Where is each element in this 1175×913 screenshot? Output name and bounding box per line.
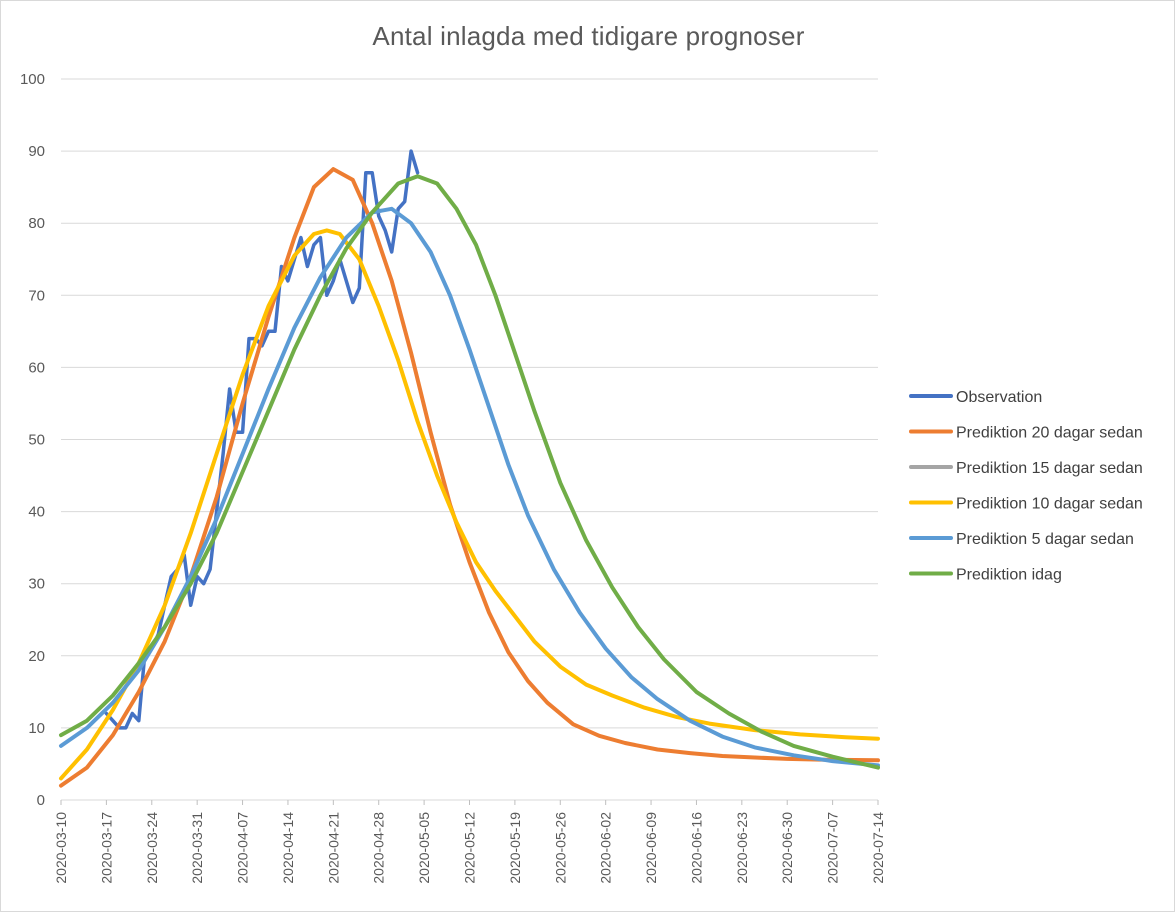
y-tick-label: 80 <box>28 215 45 232</box>
y-axis-ticks: 0 10 20 30 40 50 60 70 80 90 100 <box>20 71 45 809</box>
y-tick-label: 90 <box>28 143 45 160</box>
x-tick-label: 2020-03-17 <box>98 812 114 884</box>
legend-label: Prediktion 20 dagar sedan <box>956 425 1143 442</box>
chart-title: Antal inlagda med tidigare prognoser <box>372 21 805 51</box>
x-axis-ticks: 2020-03-10 2020-03-17 2020-03-24 2020-03-31… <box>53 800 886 884</box>
x-tick-label: 2020-06-30 <box>779 812 795 884</box>
x-tick-label: 2020-05-26 <box>552 812 568 884</box>
y-tick-label: 0 <box>37 792 45 809</box>
y-tick-label: 60 <box>28 359 45 376</box>
x-tick-label: 2020-06-16 <box>688 812 704 884</box>
grid-lines <box>61 78 878 801</box>
x-tick-label: 2020-04-28 <box>371 812 387 884</box>
legend-label: Prediktion 10 dagar sedan <box>956 496 1143 513</box>
x-tick-label: 2020-05-12 <box>462 812 478 884</box>
x-tick-label: 2020-04-14 <box>280 812 296 884</box>
y-tick-label: 10 <box>28 720 45 737</box>
x-tick-label: 2020-05-05 <box>416 812 432 884</box>
legend-label: Observation <box>956 389 1042 406</box>
legend: Observation Prediktion 20 dagar sedan Pred… <box>909 389 1143 584</box>
x-tick-label: 2020-07-07 <box>825 812 841 884</box>
series-line-5 <box>59 174 880 770</box>
series-line-1 <box>59 167 880 788</box>
series-lines <box>59 149 880 788</box>
y-tick-label: 100 <box>20 71 45 88</box>
y-tick-label: 40 <box>28 504 45 521</box>
x-tick-label: 2020-03-10 <box>53 812 69 884</box>
x-tick-label: 2020-05-19 <box>507 812 523 884</box>
x-tick-label: 2020-04-07 <box>235 812 251 884</box>
legend-label: Prediktion idag <box>956 567 1062 584</box>
x-tick-label: 2020-06-02 <box>598 812 614 884</box>
x-tick-label: 2020-07-14 <box>870 812 886 884</box>
legend-label: Prediktion 5 dagar sedan <box>956 531 1134 548</box>
y-tick-label: 20 <box>28 648 45 665</box>
legend-label: Prediktion 15 dagar sedan <box>956 460 1143 477</box>
y-tick-label: 70 <box>28 287 45 304</box>
x-tick-label: 2020-06-23 <box>734 812 750 884</box>
x-tick-label: 2020-04-21 <box>325 812 341 884</box>
y-tick-label: 50 <box>28 432 45 449</box>
x-tick-label: 2020-06-09 <box>643 812 659 884</box>
x-tick-label: 2020-03-31 <box>189 812 205 884</box>
y-tick-label: 30 <box>28 576 45 593</box>
series-line-4 <box>59 206 880 768</box>
series-line-3 <box>59 228 880 781</box>
x-tick-label: 2020-03-24 <box>144 812 160 884</box>
